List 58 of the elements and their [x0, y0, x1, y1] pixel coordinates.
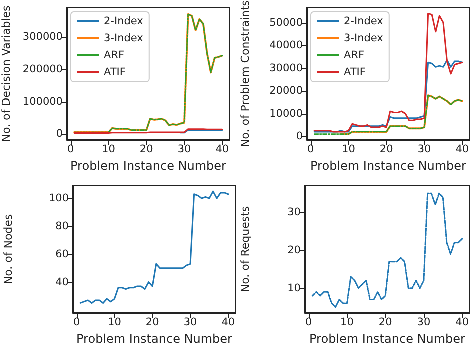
x-tick-label: 30 — [184, 316, 198, 328]
x-tick-label: 40 — [456, 144, 470, 156]
x-tick-label: 40 — [222, 316, 236, 328]
y-tick-label: 100 — [48, 192, 69, 205]
legend-label: 2-Index — [344, 16, 384, 28]
line-series — [312, 192, 464, 308]
y-tick-label: 100000 — [22, 96, 63, 108]
x-tick-label: 40 — [216, 144, 230, 156]
y-axis-title: No. of Decision Variables — [0, 6, 14, 142]
y-tick-label: 20 — [288, 244, 301, 256]
x-tick-label: 10 — [342, 144, 356, 156]
y-tick-label: 200000 — [22, 63, 63, 76]
y-tick-label: 40 — [56, 276, 69, 288]
x-tick-label: 10 — [108, 316, 122, 328]
x-tick-label: 30 — [417, 316, 431, 328]
x-axis-title: Problem Instance Number — [310, 332, 466, 346]
line-series — [314, 94, 464, 135]
legend-label: 3-Index — [104, 32, 144, 44]
legend-label: ATIF — [104, 66, 126, 78]
x-tick-label: 0 — [307, 144, 314, 156]
x-tick-label: 40 — [456, 316, 470, 328]
x-tick-label: 0 — [73, 316, 80, 328]
y-axis-title: No. of Problem Constraints — [239, 0, 252, 148]
y-tick-label: 40000 — [270, 40, 303, 52]
y-tick-label: 10 — [288, 282, 301, 294]
legend-label: 3-Index — [344, 32, 384, 44]
x-tick-label: 20 — [140, 144, 154, 156]
x-tick-label: 10 — [102, 144, 116, 156]
x-axis-title: Problem Instance Number — [76, 332, 233, 346]
y-tick-label: 10000 — [270, 108, 303, 120]
y-tick-label: 0 — [296, 130, 303, 143]
y-tick-label: 50000 — [270, 16, 303, 29]
legend-label: 2-Index — [104, 16, 144, 28]
y-tick-label: 80 — [56, 220, 69, 232]
y-tick-label: 60 — [56, 248, 69, 260]
legend-label: ARF — [344, 50, 365, 62]
x-tick-label: 20 — [380, 144, 394, 156]
x-tick-label: 10 — [340, 316, 354, 328]
y-axis-title: No. of Requests — [239, 206, 252, 293]
y-tick-label: 300000 — [22, 31, 63, 44]
x-tick-label: 20 — [146, 316, 160, 328]
y-tick-label: 30 — [288, 206, 301, 219]
x-tick-label: 0 — [305, 316, 312, 328]
y-tick-label: 0 — [56, 128, 63, 140]
legend-label: ATIF — [344, 66, 366, 78]
line-series — [80, 190, 230, 304]
x-tick-label: 30 — [418, 144, 432, 156]
y-axis-title: No. of Nodes — [2, 214, 15, 285]
line-series — [314, 60, 464, 133]
x-tick-label: 30 — [178, 144, 192, 156]
x-axis-title: Problem Instance Number — [310, 158, 467, 173]
line-series — [314, 12, 464, 133]
x-tick-label: 20 — [378, 316, 392, 328]
legend-label: ARF — [104, 50, 125, 62]
line-series — [340, 94, 464, 136]
y-tick-label: 30000 — [270, 62, 303, 74]
x-axis-title: Problem Instance Number — [70, 158, 227, 173]
y-tick-label: 20000 — [270, 85, 303, 98]
